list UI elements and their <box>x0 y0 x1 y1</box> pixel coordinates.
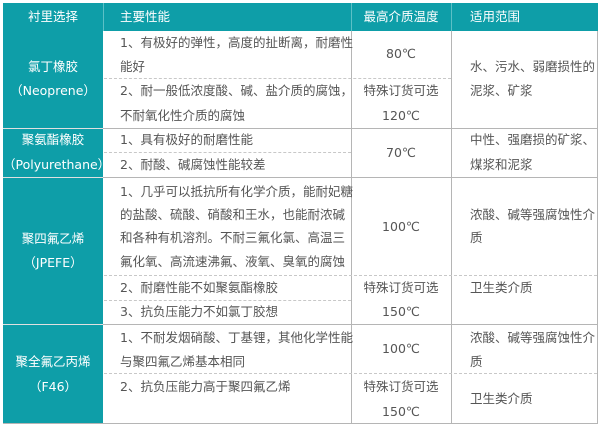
row-divider <box>103 324 598 325</box>
property-text: 2、抗负压能力高于聚四氟乙烯 <box>120 379 291 394</box>
header-divider <box>103 3 104 31</box>
application-text: 卫生类介质 <box>470 280 533 295</box>
temp-note: 特殊订货可选 <box>363 83 439 98</box>
header-properties: 主要性能 <box>120 9 171 24</box>
temp-value: 80℃ <box>386 46 416 61</box>
property-text: 1、有极好的弹性，高度的扯断离，耐磨性 <box>120 35 353 50</box>
application-text: 质 <box>470 230 483 245</box>
dashed-divider <box>104 300 351 301</box>
table-bottom <box>3 423 598 424</box>
temp-value: 120℃ <box>382 108 420 123</box>
temp-note: 特殊订货可选 <box>363 280 439 295</box>
lining-code: （Neoprene） <box>10 83 96 98</box>
property-text: 1、不耐发烟硝酸、丁基锂，其他化学性能 <box>120 330 353 345</box>
application-text: 中性、强磨损的矿浆、 <box>470 132 596 147</box>
header-lining: 衬里选择 <box>27 9 78 24</box>
lining-name: 氯丁橡胶 <box>27 59 78 74</box>
property-text: 2、耐一般低浓度酸、碱、盐介质的腐蚀， <box>120 83 353 98</box>
property-text: 能好 <box>120 59 146 74</box>
temp-value: 100℃ <box>382 341 420 356</box>
application-text: 水、污水、弱磨损性的 <box>470 59 596 74</box>
property-text: 1、几乎可以抵抗所有化学介质，能耐妃糖 <box>120 184 353 199</box>
dashed-divider <box>104 78 451 79</box>
property-text: 不耐氧化性介质的腐蚀 <box>120 108 246 123</box>
lining-code: （F46） <box>28 379 78 394</box>
lining-name: 聚全氟乙丙烯 <box>15 354 91 369</box>
header-application: 适用范围 <box>470 9 521 24</box>
lining-column <box>3 31 103 424</box>
header-bar <box>3 3 598 31</box>
property-text: 的盐酸、硫酸、硝酸和王水，也能耐浓碱 <box>120 207 346 222</box>
header-divider <box>451 3 452 31</box>
application-text: 质 <box>470 354 483 369</box>
dashed-divider <box>104 275 597 276</box>
lining-name: 聚氨酯橡胶 <box>21 132 85 147</box>
application-text: 浓酸、碱等强腐蚀性介 <box>470 330 596 345</box>
application-text: 泥浆、矿浆 <box>470 83 533 98</box>
row-divider <box>3 177 103 178</box>
col-divider <box>451 31 452 424</box>
property-text: 2、耐酸、碱腐蚀性能较差 <box>120 157 266 172</box>
application-text: 煤浆和泥浆 <box>470 157 533 172</box>
temp-note: 特殊订货可选 <box>363 379 439 394</box>
temp-value: 70℃ <box>386 145 416 160</box>
property-text: 与聚四氟乙烯基本相同 <box>120 354 246 369</box>
row-divider <box>103 177 598 178</box>
row-divider <box>3 128 103 129</box>
application-text: 浓酸、碱等强腐蚀性介 <box>470 207 596 222</box>
dashed-divider <box>104 373 597 374</box>
property-text: 2、耐磨性能不如聚氨酯橡胶 <box>120 280 278 295</box>
row-divider <box>103 128 598 129</box>
property-text: 氟化氧、高流速沸氟、液氧、臭氧的腐蚀 <box>120 254 346 269</box>
dashed-divider <box>104 152 351 153</box>
header-divider <box>351 3 352 31</box>
temp-value: 150℃ <box>382 304 420 319</box>
temp-value: 150℃ <box>382 404 420 419</box>
header-max-temp: 最高介质温度 <box>363 9 439 24</box>
row-divider <box>3 324 103 325</box>
property-text: 1、具有极好的耐磨性能 <box>120 132 253 147</box>
lining-name: 聚四氟乙烯 <box>21 231 85 246</box>
col-divider <box>351 31 352 424</box>
application-text: 卫生类介质 <box>470 391 533 406</box>
property-text: 3、抗负压能力不如氯丁胶想 <box>120 304 278 319</box>
lining-code: （Polyurethane） <box>3 157 111 172</box>
temp-value: 100℃ <box>382 219 420 234</box>
property-text: 和各种有机溶剂。不耐三氟化氯、高温三 <box>120 230 346 245</box>
lining-code: （JPEFE） <box>23 255 83 270</box>
table-right <box>597 31 598 424</box>
